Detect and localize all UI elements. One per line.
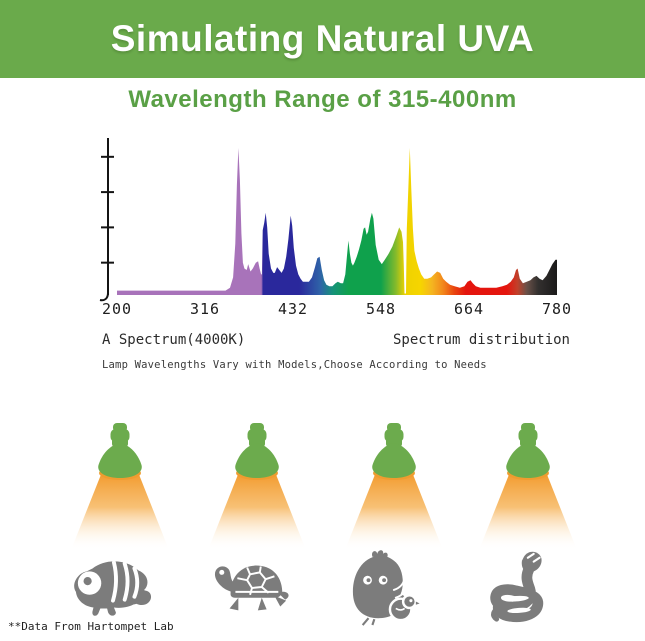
- subtitle: Wavelength Range of 315-400nm: [128, 86, 517, 113]
- light-beam-icon: [345, 472, 443, 550]
- x-tick-label: 200: [102, 300, 132, 318]
- spectrum-area: [117, 148, 557, 295]
- animal-hen-and-chick-icon: [352, 550, 423, 626]
- x-tick-label: 316: [190, 300, 220, 318]
- light-beam-icon: [208, 472, 306, 550]
- page-title: Simulating Natural UVA: [110, 18, 535, 59]
- chart-caption-right: Spectrum distribution: [392, 332, 570, 348]
- uva-lamp-icon: [71, 423, 169, 550]
- x-axis-tick-labels: 200 316 432 548 664 780: [102, 300, 572, 318]
- lamp-bulb-icon: [235, 423, 279, 478]
- chick: [388, 594, 423, 622]
- uva-lamp-icon: [479, 423, 577, 550]
- chart-captions: A Spectrum(4000K) Spectrum distribution: [102, 332, 570, 348]
- lamp-bulb-icon: [98, 423, 142, 478]
- x-tick-label: 664: [454, 300, 484, 318]
- x-tick-label: 780: [542, 300, 572, 318]
- spectrum-chart: 200 316 432 548 664 780: [99, 138, 572, 318]
- uva-lamp-icon: [208, 423, 306, 550]
- light-beam-icon: [479, 472, 577, 550]
- y-axis: [99, 138, 114, 302]
- x-tick-label: 432: [278, 300, 308, 318]
- lamp-bulb-icon: [372, 423, 416, 478]
- lamp-bulb-icon: [506, 423, 550, 478]
- footer-note: **Data From Hartompet Lab: [8, 620, 174, 633]
- header-banner: Simulating Natural UVA: [0, 0, 645, 78]
- uva-lamp-icon: [345, 423, 443, 550]
- animal-snake-icon: [490, 551, 544, 623]
- chart-caption-left: A Spectrum(4000K): [102, 332, 246, 348]
- x-tick-label: 548: [366, 300, 396, 318]
- chart-note: Lamp Wavelengths Vary with Models,Choose…: [102, 359, 487, 371]
- animal-turtle-icon: [214, 565, 289, 611]
- light-beam-icon: [71, 472, 169, 550]
- animal-chameleon-icon: [74, 560, 152, 616]
